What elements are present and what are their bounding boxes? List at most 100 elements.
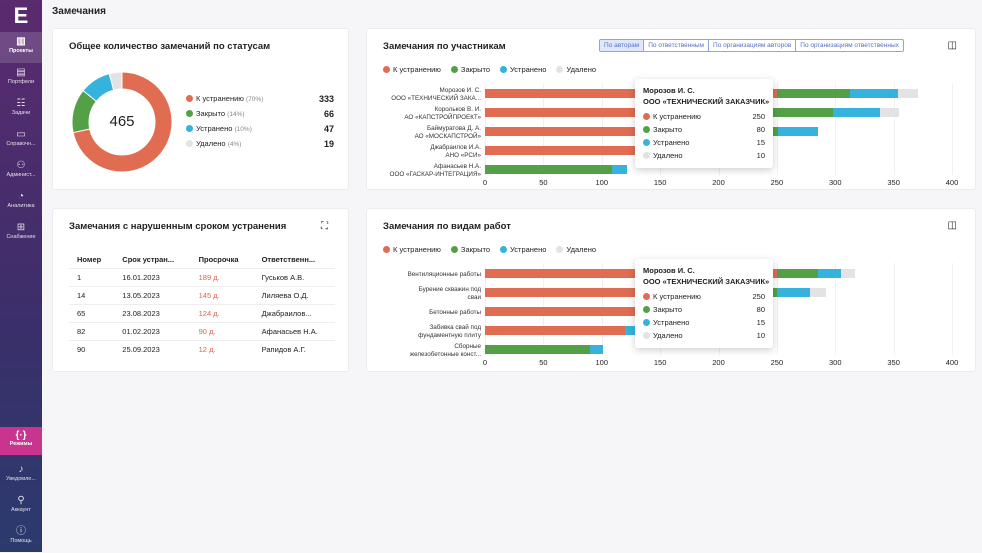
sidebar-item-label: Аналитика [7, 203, 35, 209]
x-tick-label: 0 [482, 358, 488, 367]
sidebar-item-building[interactable]: ▥ Проекты [0, 32, 42, 63]
category-line: фундаментную плиту [418, 332, 481, 339]
tab-3[interactable]: По организациям ответственных [795, 40, 903, 51]
tab-2[interactable]: По организациям авторов [708, 40, 795, 51]
category-line: АО «МОСКАПСТРОЙ» [414, 133, 481, 140]
sidebar-item-label: Аккаунт [11, 507, 31, 513]
category-line: ООО «ТЕХНИЧЕСКИЙ ЗАКА... [391, 95, 481, 102]
category-line: сваи [467, 294, 481, 301]
legend-item[interactable]: Закрыто [450, 65, 490, 74]
y-category-label: Морозов И. С. ООО «ТЕХНИЧЕСКИЙ ЗАКА... [369, 87, 481, 103]
bar-segment-К устранению[interactable] [485, 326, 626, 335]
bar-segment-К устранению[interactable] [485, 146, 649, 155]
bar-segment-Закрыто[interactable] [771, 127, 779, 136]
bar-segment-Закрыто[interactable] [776, 269, 818, 278]
column-header[interactable]: Просрочка [198, 255, 239, 264]
bar-segment-Удалено[interactable] [879, 108, 900, 117]
table-row[interactable]: 90 25.09.2023 12 д. Рапидов А.Г. [69, 340, 335, 359]
legend-item[interactable]: Устранено [500, 245, 546, 254]
columns-icon[interactable]: ◫ [947, 220, 957, 231]
table-row[interactable]: 65 23.08.2023 124 д. Джабраилов... [69, 304, 335, 323]
category-line: ООО «ГАСКАР-ИНТЕГРАЦИЯ» [389, 171, 481, 178]
bar-segment-Удалено[interactable] [898, 89, 919, 98]
column-header[interactable]: Срок устран... [122, 255, 175, 264]
donut-slice[interactable] [72, 71, 173, 173]
overdue-card: Замечания с нарушенным сроком устранения… [52, 208, 349, 372]
tab-1[interactable]: По ответственным [643, 40, 708, 51]
sidebar-item-regimes[interactable]: {·} Режимы [0, 427, 42, 455]
user-icon: ⚲ [17, 495, 25, 506]
bar-segment-К устранению[interactable] [485, 288, 637, 297]
status-percent: (14%) [227, 111, 245, 118]
column-header[interactable]: Ответственн... [261, 255, 316, 264]
columns-icon[interactable]: ◫ [947, 40, 957, 51]
sidebar-item-chart-pie[interactable]: ◔ Аналитика [0, 187, 42, 218]
expand-icon[interactable]: ⛶ [321, 221, 328, 232]
legend-item[interactable]: Удалено [556, 65, 596, 74]
bar-segment-Удалено[interactable] [809, 288, 826, 297]
tooltip-label: К устранению [653, 292, 701, 301]
legend-item[interactable]: К устранению [383, 65, 441, 74]
legend-item[interactable]: Удалено [556, 245, 596, 254]
bar-segment-Закрыто[interactable] [776, 89, 851, 98]
sidebar-item-help[interactable]: ⓘ Помощь [0, 522, 42, 553]
legend-item[interactable]: К устранению [383, 245, 441, 254]
status-count: 19 [323, 139, 334, 149]
legend-dot [450, 246, 458, 253]
bar-segment-Устранено[interactable] [776, 288, 810, 297]
x-tick-label: 350 [887, 358, 900, 367]
tooltip-row: К устранению 250 [643, 110, 765, 123]
sidebar-item-bell[interactable]: ♪ Уведомле... [0, 460, 42, 491]
card-title: Общее количество замечаний по статусам [69, 41, 271, 52]
table-row[interactable]: 1 16.01.2023 189 д. Гуськов А.В. [69, 268, 335, 287]
table-cell: Рапидов А.Г. [253, 340, 335, 359]
bar-segment-К устранению[interactable] [485, 127, 772, 136]
card-title: Замечания по участникам [383, 41, 506, 52]
bar-segment-Устранено[interactable] [778, 127, 818, 136]
bar-segment-Устранено[interactable] [590, 345, 603, 354]
bar-segment-Устранено[interactable] [817, 269, 842, 278]
tooltip-row: К устранению 250 [643, 290, 765, 303]
bar-segment-К устранению[interactable] [485, 307, 661, 316]
sidebar-item-tasks[interactable]: ☷ Задачи [0, 94, 42, 125]
bar-segment-К устранению[interactable] [485, 108, 754, 117]
bar-segment-Устранено[interactable] [850, 89, 899, 98]
sidebar-item-user[interactable]: ⚲ Аккаунт [0, 491, 42, 522]
x-tick-label: 50 [539, 358, 548, 367]
bar-segment-Закрыто[interactable] [753, 108, 833, 117]
y-category-label: Забивка свай под фундаментную плиту [369, 324, 481, 340]
sidebar-item-label: Проекты [9, 48, 33, 54]
sidebar-item-supply[interactable]: ⊞ Снабжение [0, 218, 42, 249]
tab-0[interactable]: По авторам [600, 40, 644, 51]
table-row[interactable]: 82 01.02.2023 90 д. Афанасьев Н.А. [69, 322, 335, 341]
donut-slice[interactable] [108, 71, 123, 91]
tooltip-label: К устранению [653, 112, 701, 121]
bar-segment-Устранено[interactable] [612, 165, 628, 174]
column-header[interactable]: Номер [77, 255, 102, 264]
table-cell: 23.08.2023 [114, 304, 191, 323]
legend-dot [186, 110, 193, 117]
status-count: 47 [323, 124, 334, 134]
bar-segment-Удалено[interactable] [841, 269, 856, 278]
category-line: Афанасьев Н.А. [433, 163, 481, 170]
bar-segment-Устранено[interactable] [832, 108, 880, 117]
sidebar: E ▥ Проекты ▤ Портфели ☷ Задачи ▭ Справочн... ⚇ А… [0, 0, 42, 552]
sidebar-item-book[interactable]: ▭ Справочн... [0, 125, 42, 156]
bar-segment-Закрыто[interactable] [485, 345, 591, 354]
sidebar-item-label: Портфели [7, 79, 35, 85]
sidebar-item-users[interactable]: ⚇ Админист... [0, 156, 42, 187]
sidebar-item-label: Справочн... [6, 141, 36, 147]
sidebar-item-briefcase[interactable]: ▤ Портфели [0, 63, 42, 94]
table-row[interactable]: 14 13.05.2023 145 д. Лиляева О.Д. [69, 286, 335, 305]
bar-segment-Закрыто[interactable] [485, 165, 613, 174]
tooltip-label: Устранено [653, 138, 690, 147]
legend-item[interactable]: Устранено [500, 65, 546, 74]
legend-item[interactable]: Закрыто [450, 245, 490, 254]
legend-dot [643, 126, 650, 133]
bar-segment-К устранению[interactable] [485, 89, 777, 98]
legend-dot [500, 66, 507, 73]
sidebar-item-label: Режимы [9, 441, 33, 447]
bar-segment-К устранению[interactable] [485, 269, 777, 278]
tasks-icon: ☷ [16, 98, 26, 109]
grid-line [893, 263, 895, 355]
